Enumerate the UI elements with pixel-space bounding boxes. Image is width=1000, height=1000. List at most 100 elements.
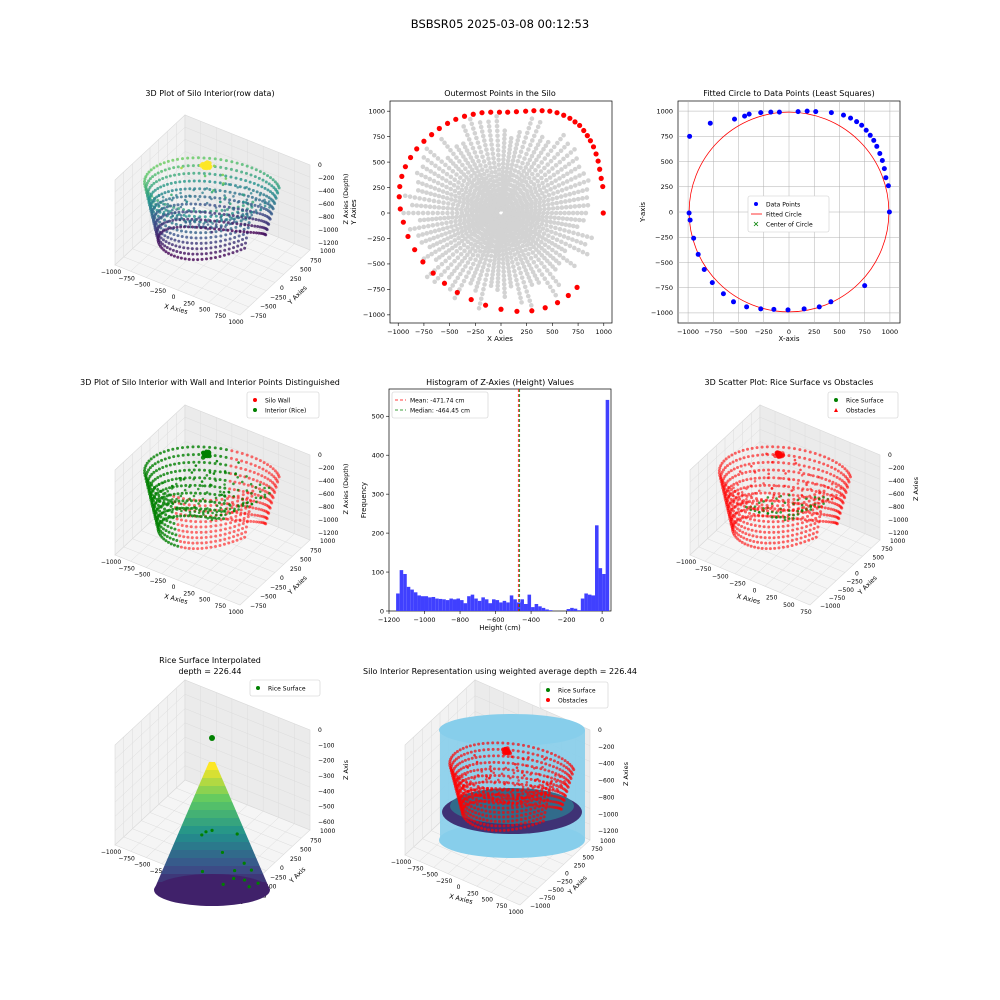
p6-point	[770, 515, 774, 519]
p1-point	[182, 172, 186, 176]
p2-ray-point	[443, 250, 449, 256]
p1-point	[170, 189, 174, 193]
p2-ray-point	[421, 224, 427, 230]
p2-ray-point	[454, 214, 459, 220]
p1-xtick: −1000	[101, 269, 121, 276]
p5-bar	[538, 606, 542, 611]
p1-point	[178, 180, 182, 184]
p3-ytick: 250	[661, 183, 673, 191]
p6-point	[727, 486, 731, 490]
p6-point	[761, 453, 765, 457]
p8-point	[475, 820, 479, 824]
p8-point	[531, 823, 535, 827]
p2-ray-point	[433, 163, 438, 169]
p6-point	[737, 473, 741, 477]
p2-ray-point	[536, 257, 541, 262]
p8-point	[476, 807, 480, 811]
p2-ray-point	[554, 195, 560, 201]
p3-data-point	[731, 299, 736, 305]
p4-point	[254, 496, 258, 500]
p6-point	[728, 462, 732, 466]
p3-legend	[747, 195, 830, 233]
p6-point	[815, 530, 819, 534]
p1-point	[151, 190, 155, 194]
p2-ray-point	[450, 283, 456, 288]
p4-point	[190, 530, 194, 534]
p2-ray-point	[467, 188, 473, 194]
p2-ray-point	[445, 225, 450, 230]
p4-point	[188, 513, 192, 516]
p8-point	[464, 793, 468, 797]
p2-ray-point	[431, 235, 437, 241]
p2-ray-point	[428, 184, 434, 190]
p6-ztick: −200	[888, 465, 905, 472]
p1-ytick: 250	[290, 276, 302, 283]
p4-point	[236, 488, 240, 492]
p3-xtick: −500	[730, 328, 748, 336]
p2-ray-point	[529, 164, 534, 170]
p4-point	[171, 507, 175, 511]
p2-ray-point	[446, 165, 452, 171]
p3-legend-marker	[753, 221, 759, 227]
p1-point	[258, 198, 262, 202]
p1-point	[254, 209, 258, 212]
p6-point	[787, 485, 791, 489]
p2-ray-point	[449, 197, 454, 202]
p1-point	[170, 243, 174, 247]
p1-xtick: −750	[118, 275, 135, 282]
p6-point	[738, 529, 742, 533]
p6-point	[796, 482, 800, 485]
p4-point	[224, 448, 228, 452]
p6-point	[800, 521, 804, 525]
p2-ray-point	[512, 150, 518, 155]
p4-ytick: 750	[310, 547, 322, 554]
p2-ray-point	[451, 228, 456, 233]
p5-bar	[474, 598, 478, 611]
p1-point	[224, 225, 227, 228]
p2-ray-point	[452, 177, 458, 182]
p1-point	[187, 179, 191, 183]
p5-bar	[587, 594, 592, 611]
p2-ray-point	[527, 246, 533, 252]
p1-point	[152, 166, 156, 170]
p4-point	[202, 513, 205, 516]
p4-point	[194, 491, 198, 495]
p1-point	[158, 200, 162, 204]
p1-xtick: 250	[183, 300, 195, 307]
p2-ray-point	[416, 179, 421, 185]
p2-ray-point	[450, 215, 455, 220]
p6-point	[790, 533, 794, 537]
p1-point	[164, 250, 168, 254]
p4-point	[159, 525, 163, 529]
p4-point	[182, 461, 186, 465]
p6-point	[848, 475, 852, 479]
p2-ray-point	[459, 238, 465, 244]
p2-ray-point	[561, 173, 566, 179]
p6-point	[757, 468, 761, 472]
p1-point	[189, 230, 193, 234]
p8-point	[496, 741, 500, 745]
p4-point	[166, 498, 170, 502]
p2-ray-point	[560, 181, 566, 186]
p6-point	[775, 484, 778, 488]
p4-point	[224, 455, 228, 459]
p4-point	[191, 453, 195, 457]
p6-point	[730, 503, 734, 507]
p8-point	[511, 768, 515, 772]
p2-ray-point	[555, 169, 561, 175]
p2-ray-point	[517, 253, 522, 259]
p2-ray-point	[566, 161, 572, 167]
p4-point	[240, 480, 244, 484]
p4-point	[214, 539, 218, 543]
p1-point	[186, 156, 190, 160]
p4-point	[168, 536, 172, 540]
p2-ray-point	[451, 151, 456, 157]
p4-point	[265, 483, 269, 487]
p4-point	[163, 533, 167, 537]
p4-point	[226, 517, 230, 521]
p2-ray-point	[515, 158, 521, 164]
p2-ray-point	[440, 226, 446, 232]
p2-ray-point	[487, 258, 493, 263]
p1-point	[189, 202, 193, 206]
p7-rice-point	[221, 882, 225, 886]
